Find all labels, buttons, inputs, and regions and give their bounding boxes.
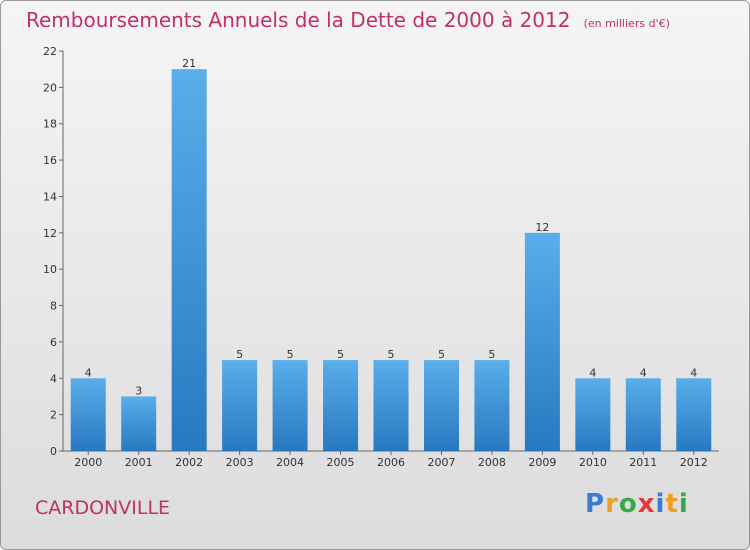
x-tick-label: 2010 [579, 456, 607, 469]
y-tick-label: 12 [43, 227, 57, 240]
logo-letter: r [605, 489, 619, 519]
y-tick-label: 8 [50, 300, 57, 313]
bar [575, 378, 611, 451]
bar-value-label: 5 [287, 348, 294, 361]
logo-letter: i [655, 489, 666, 519]
logo-letter: o [618, 489, 638, 519]
x-tick-label: 2003 [226, 456, 254, 469]
bar-value-label: 4 [85, 366, 92, 379]
bar-value-label: 5 [236, 348, 243, 361]
proxiti-logo: Proxiti [585, 489, 689, 519]
x-tick-label: 2009 [528, 456, 556, 469]
y-tick-label: 18 [43, 118, 57, 131]
x-tick-label: 2006 [377, 456, 405, 469]
chart-title: Remboursements Annuels de la Dette de 20… [26, 8, 571, 32]
y-tick-label: 20 [43, 81, 57, 94]
bar-value-label: 21 [182, 57, 196, 70]
x-tick-label: 2008 [478, 456, 506, 469]
logo-letter: i [678, 489, 689, 519]
y-tick-label: 10 [43, 263, 57, 276]
chart-title-block: Remboursements Annuels de la Dette de 20… [26, 8, 670, 32]
bar [625, 378, 661, 451]
chart-subtitle: (en milliers d'€) [583, 17, 670, 30]
bar [373, 360, 409, 451]
bar [70, 378, 106, 451]
x-tick-label: 2002 [175, 456, 203, 469]
bar [121, 396, 157, 451]
y-tick-label: 22 [43, 45, 57, 58]
logo-letter: t [665, 489, 679, 519]
x-tick-label: 2007 [427, 456, 455, 469]
y-tick-label: 0 [50, 445, 57, 458]
bar [474, 360, 510, 451]
commune-name: CARDONVILLE [35, 497, 171, 519]
chart-labels: 4 2000 3 2001 21 2002 5 2003 5 2004 5 2005 5 2006 5 200… [74, 57, 708, 469]
x-tick-label: 2000 [74, 456, 102, 469]
y-tick-label: 14 [43, 190, 57, 203]
bar [222, 360, 258, 451]
chart-bars [70, 69, 712, 451]
x-tick-label: 2005 [327, 456, 355, 469]
y-tick-label: 16 [43, 154, 57, 167]
bar [272, 360, 308, 451]
bar [676, 378, 712, 451]
bar-value-label: 12 [535, 221, 549, 234]
bar-value-label: 4 [640, 366, 647, 379]
y-tick-label: 6 [50, 336, 57, 349]
y-tick-label: 2 [50, 409, 57, 422]
bar-value-label: 5 [388, 348, 395, 361]
bar [323, 360, 359, 451]
y-tick-label: 4 [50, 372, 57, 385]
bar [524, 232, 560, 451]
logo-letter: x [637, 489, 656, 519]
bar-value-label: 4 [589, 366, 596, 379]
x-tick-label: 2011 [629, 456, 657, 469]
logo-letter: P [585, 489, 606, 519]
bar-value-label: 4 [690, 366, 697, 379]
bar [171, 69, 207, 451]
bar-value-label: 5 [337, 348, 344, 361]
bar-value-label: 5 [438, 348, 445, 361]
bar [423, 360, 459, 451]
bar-value-label: 5 [488, 348, 495, 361]
x-tick-label: 2012 [680, 456, 708, 469]
bar-value-label: 3 [135, 384, 142, 397]
x-tick-label: 2004 [276, 456, 304, 469]
x-tick-label: 2001 [125, 456, 153, 469]
